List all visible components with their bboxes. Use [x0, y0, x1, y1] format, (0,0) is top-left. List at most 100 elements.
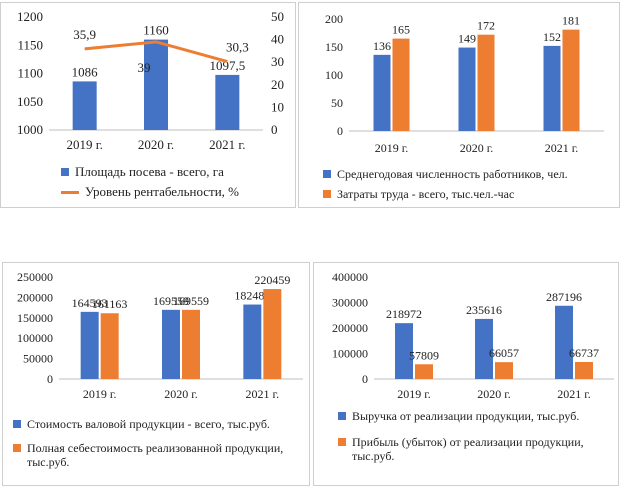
- y-tick-label: 50: [331, 96, 343, 110]
- bar-orange: [100, 313, 119, 379]
- y-tick-label: 1150: [17, 37, 43, 52]
- legend-item-profit: Прибыль (убыток) от реализации продукции…: [338, 435, 613, 463]
- chart-panel-workers: 0 50 100 150 200 2019 г. 2020 г. 2021 г. 136 149 1…: [298, 2, 620, 208]
- y-tick-label: 0: [337, 124, 343, 138]
- legend-label: Прибыль (убыток) от реализации продукции…: [352, 435, 584, 463]
- legend-swatch-orange-line: [61, 191, 79, 194]
- y-right-tick-label: 30: [271, 54, 284, 69]
- y-tick-label: 250000: [17, 270, 53, 284]
- chart-panel-revenue-profit: 0 100000 200000 300000 400000 2019 г. 2020 г. 2…: [313, 262, 619, 486]
- x-tick-label: 2020 г.: [164, 387, 198, 401]
- x-tick-label: 2020 г.: [477, 387, 511, 401]
- legend-item-profitability: Уровень рентабельности, %: [61, 185, 286, 199]
- data-label: 169559: [153, 294, 189, 308]
- y-tick-label: 150000: [17, 311, 53, 325]
- legend-label: Полная себестоимость реализованной проду…: [27, 441, 284, 469]
- chart-legend: Площадь посева - всего, га Уровень рента…: [61, 165, 286, 205]
- x-tick-label: 2021 г.: [557, 387, 591, 401]
- legend-swatch-orange: [13, 444, 21, 452]
- data-label: 169559: [173, 294, 209, 308]
- data-label: 220459: [254, 273, 290, 287]
- data-label: 172: [477, 19, 495, 33]
- x-tick-label: 2019 г.: [397, 387, 431, 401]
- chart-legend: Выручка от реализации продукции, тыс.руб…: [338, 409, 613, 469]
- data-label: 1086: [72, 64, 99, 79]
- y-tick-label: 200000: [332, 321, 368, 335]
- bar-blue: [80, 311, 99, 379]
- x-tick-label: 2020 г.: [460, 141, 494, 155]
- legend-swatch-blue: [13, 420, 21, 428]
- legend-swatch-orange: [323, 190, 331, 198]
- data-label: 181: [562, 14, 580, 28]
- y-tick-label: 50000: [23, 352, 53, 366]
- legend-swatch-blue: [338, 412, 346, 420]
- bar-orange: [415, 364, 433, 379]
- bar-orange: [392, 38, 410, 131]
- data-label: 235616: [466, 303, 502, 317]
- bar-blue: [475, 318, 493, 379]
- chart-revenue-profit: 0 100000 200000 300000 400000 2019 г. 2020 г. 2…: [332, 270, 614, 401]
- bar-blue: [215, 74, 240, 130]
- line-data-label: 30,3: [226, 40, 249, 55]
- data-label: 1097,5: [209, 58, 245, 73]
- y-right-tick-label: 20: [271, 77, 284, 92]
- y-right-tick-label: 10: [271, 99, 284, 114]
- data-label: 165: [392, 23, 410, 37]
- data-label: 66057: [489, 346, 519, 360]
- legend-swatch-orange: [338, 438, 346, 446]
- legend-label: Площадь посева - всего, га: [75, 164, 224, 179]
- chart-panel-sowing-area: 1000 1050 1100 1150 1200 0 10 20 30 40 50 2019 г. 20…: [0, 2, 296, 208]
- x-tick-label: 2021 г.: [209, 137, 245, 152]
- legend-item-labor: Затраты труда - всего, тыс.чел.-час: [323, 187, 613, 201]
- legend-item-full-cost: Полная себестоимость реализованной проду…: [13, 441, 303, 469]
- series-line-profitability: [84, 40, 228, 63]
- y-tick-label: 0: [47, 372, 53, 386]
- x-tick-label: 2021 г.: [545, 141, 579, 155]
- bar-blue: [243, 304, 262, 379]
- bar-orange: [562, 29, 580, 131]
- legend-label: Среднегодовая численность работников, че…: [337, 167, 568, 181]
- bar-orange: [495, 362, 513, 379]
- line-data-label: 35,9: [73, 27, 96, 42]
- legend-swatch-blue: [61, 168, 69, 176]
- legend-item-revenue: Выручка от реализации продукции, тыс.руб…: [338, 409, 613, 423]
- data-label: 66737: [569, 346, 599, 360]
- x-tick-label: 2019 г.: [66, 137, 102, 152]
- y-tick-label: 100000: [332, 347, 368, 361]
- y-tick-label: 1200: [17, 9, 43, 24]
- y-right-tick-label: 50: [271, 9, 284, 24]
- bar-blue: [72, 81, 97, 130]
- x-tick-label: 2021 г.: [246, 387, 280, 401]
- x-tick-label: 2020 г.: [138, 137, 174, 152]
- legend-item-gross-output: Стоимость валовой продукции - всего, тыс…: [13, 417, 303, 431]
- data-label: 57809: [409, 348, 439, 362]
- y-tick-label: 150: [325, 40, 343, 54]
- data-label: 1160: [143, 23, 169, 38]
- y-tick-label: 200: [325, 12, 343, 26]
- bar-blue: [373, 54, 391, 132]
- bar-blue: [395, 323, 413, 379]
- y-tick-label: 400000: [332, 270, 368, 284]
- bar-orange: [575, 361, 593, 379]
- y-tick-label: 1050: [17, 94, 43, 109]
- chart-sowing-area-profitability: 1000 1050 1100 1150 1200 0 10 20 30 40 50 2019 г. 20…: [17, 9, 284, 152]
- bar-blue: [543, 45, 561, 131]
- data-label: 164593: [72, 296, 108, 310]
- chart-legend: Среднегодовая численность работников, че…: [323, 167, 613, 207]
- bar-blue: [144, 39, 168, 130]
- x-tick-label: 2019 г.: [375, 141, 409, 155]
- chart-legend: Стоимость валовой продукции - всего, тыс…: [13, 417, 303, 475]
- bar-blue: [555, 305, 573, 379]
- y-tick-label: 0: [362, 372, 368, 386]
- line-data-label: 39: [138, 60, 151, 75]
- legend-label: Выручка от реализации продукции, тыс.руб…: [352, 409, 580, 423]
- y-tick-label: 200000: [17, 290, 53, 304]
- data-label: 152: [543, 30, 561, 44]
- data-label: 136: [373, 39, 391, 53]
- bar-orange: [263, 289, 282, 379]
- legend-label: Уровень рентабельности, %: [85, 184, 240, 199]
- bar-orange: [477, 34, 495, 131]
- y-tick-label: 100000: [17, 331, 53, 345]
- data-label: 287196: [546, 290, 582, 304]
